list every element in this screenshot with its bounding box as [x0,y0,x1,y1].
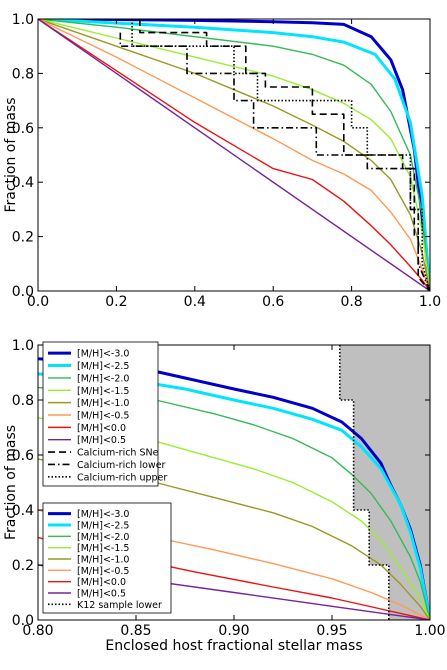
chart-panel-1: 0.0 0.2 0.4 0.6 0.8 1.0 0.0 0.2 0.4 0.6 0.8 1.0 Frac… [3,12,441,310]
x-tick-label: 1.00 [414,623,445,639]
legend-label: [M/H]<0.5 [77,435,126,446]
legend-label: [M/H]<-2.0 [77,532,129,543]
y-tick-label: 0.4 [12,175,34,191]
legend-box [42,502,172,614]
y-axis-label: Fraction of mass [3,97,19,212]
legend-label: [M/H]<-3.0 [77,509,129,520]
x-tick-label: 0.2 [105,294,127,310]
series-line-9 [338,345,390,620]
legend-label: Calcium-rich upper [77,472,167,483]
legend-2: [M/H]<-3.0[M/H]<-2.5[M/H]<-2.0[M/H]<-1.5… [42,502,172,614]
legend-label: [M/H]<0.0 [77,423,126,434]
x-tick-label: 1.0 [419,294,441,310]
series-line-4 [38,19,430,291]
legend-label: [M/H]<-1.0 [77,398,129,409]
series-line-8 [38,19,430,291]
legend-1: [M/H]<-3.0[M/H]<-2.5[M/H]<-2.0 [M/H]<-1.5… [42,341,167,487]
x-tick-label: 0.4 [184,294,206,310]
y-tick-label: 0.0 [12,284,34,300]
x-tick-label: 0.95 [316,623,347,639]
y-tick-label: 0.6 [12,121,34,137]
series-line-9 [139,19,430,291]
legend-label: [M/H]<-2.0 [77,373,129,384]
x-axis-label: Enclosed host fractional stellar mass [105,638,362,654]
x-tick-label: 0.0 [27,294,49,310]
y-tick-label: 1.0 [12,338,34,354]
legend-label: [M/H]<-1.5 [77,543,129,554]
y-tick-label: 0.2 [12,230,34,246]
legend-label: [M/H]<-0.5 [77,566,129,577]
legend-label: [M/H]<0.0 [77,577,126,588]
y-tick-label: 0.4 [12,503,34,519]
legend-label: [M/H]<-1.5 [77,386,129,397]
x-tick-label: 0.80 [22,623,53,639]
y-tick-label: 1.0 [12,12,34,28]
x-tick-label: 0.6 [262,294,284,310]
series-line-11 [131,19,430,291]
y-tick-label: 0.6 [12,448,34,464]
x-tick-label: 0.8 [340,294,362,310]
series-group [38,19,430,291]
axes-frame [37,18,431,292]
y-axis-label: Fraction of mass [3,425,19,540]
y-tick-label: 0.8 [12,66,34,82]
legend-label: Calcium-rich lower [77,460,166,471]
series-line-6 [38,19,430,291]
series-line-5 [38,19,430,291]
legend-label: Calcium-rich SNe [77,448,159,459]
x-tick-label: 0.90 [218,623,249,639]
series-line-2 [38,19,430,291]
legend-label: K12 sample lower [77,600,162,611]
series-line-7 [38,19,430,291]
legend-label: [M/H]<0.5 [77,589,126,600]
legend-label: [M/H]<-3.0 [77,349,129,360]
x-tick-label: 0.85 [120,623,151,639]
legend-label: [M/H]<-0.5 [77,411,129,422]
y-tick-label: 0.0 [12,613,34,629]
y-tick-label: 0.8 [12,393,34,409]
y-tick-label: 0.2 [12,558,34,574]
legend-label: [M/H]<-1.0 [77,555,129,566]
series-line-10 [119,32,430,291]
legend-label: [M/H]<-2.5 [77,361,129,372]
legend-label: [M/H]<-2.5 [77,521,129,532]
